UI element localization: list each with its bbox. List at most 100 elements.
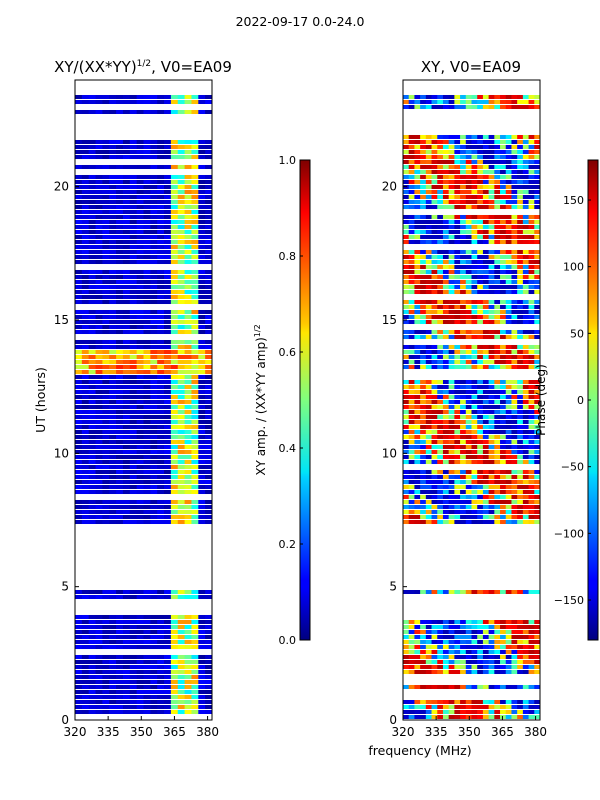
- heatmap-cell: [522, 260, 530, 264]
- heatmap-cell: [95, 405, 103, 409]
- heatmap-cell: [414, 280, 421, 284]
- heatmap-cell: [205, 285, 213, 289]
- heatmap-cell: [488, 390, 495, 394]
- heatmap-cell: [205, 310, 213, 314]
- heatmap-cell: [494, 430, 501, 434]
- heatmap-cell: [408, 485, 415, 489]
- heatmap-cell: [75, 225, 83, 229]
- heatmap-cell: [482, 665, 490, 669]
- heatmap-cell: [116, 435, 124, 439]
- heatmap-cell: [408, 165, 415, 169]
- heatmap-cell: [81, 680, 90, 684]
- heatmap-cell: [505, 655, 512, 659]
- heatmap-cell: [431, 165, 438, 169]
- heatmap-cell: [157, 215, 165, 219]
- heatmap-cell: [81, 315, 90, 319]
- heatmap-cell: [494, 345, 501, 349]
- heatmap-cell: [143, 505, 151, 509]
- heatmap-cell: [431, 715, 438, 719]
- heatmap-cell: [191, 685, 199, 689]
- heatmap-cell: [191, 200, 199, 204]
- heatmap-cell: [198, 180, 206, 184]
- heatmap-cell: [408, 250, 415, 254]
- heatmap-cell: [465, 420, 472, 424]
- heatmap-cell: [488, 250, 495, 254]
- heatmap-cell: [500, 470, 507, 474]
- heatmap-cell: [500, 270, 507, 274]
- heatmap-cell: [425, 625, 433, 629]
- heatmap-cell: [488, 685, 495, 689]
- heatmap-cell: [517, 195, 524, 199]
- colorbar1-gradient[interactable]: [299, 159, 311, 641]
- heatmap-cell: [81, 165, 90, 169]
- heatmap-cell: [205, 615, 213, 619]
- heatmap-cell: [122, 360, 131, 364]
- heatmap-cell: [143, 395, 151, 399]
- heatmap-cell: [88, 435, 97, 439]
- heatmap-cell: [122, 475, 131, 479]
- heatmap-cell: [420, 650, 427, 654]
- heatmap-cell: [488, 235, 495, 239]
- heatmap-cell: [454, 390, 461, 394]
- heatmap-cell: [500, 705, 507, 709]
- heatmap-cell: [454, 300, 461, 304]
- heatmap-cell: [198, 460, 206, 464]
- heatmap-cell: [482, 445, 490, 449]
- heatmap-cell: [136, 695, 144, 699]
- heatmap-cell: [122, 415, 131, 419]
- heatmap-cell: [465, 710, 472, 714]
- heatmap-cell: [460, 200, 467, 204]
- heatmap-cell: [425, 315, 433, 319]
- heatmap-cell: [122, 460, 131, 464]
- heatmap-cell: [129, 365, 138, 369]
- heatmap-cell: [198, 700, 206, 704]
- heatmap-cell: [184, 260, 192, 264]
- heatmap-cell: [408, 655, 415, 659]
- heatmap-cell: [143, 500, 151, 504]
- heatmap-cell: [205, 640, 213, 644]
- heatmap-cell: [143, 445, 151, 449]
- heatmap-cell: [522, 400, 530, 404]
- heatmap-cell: [414, 705, 421, 709]
- heatmap-cell: [81, 425, 90, 429]
- heatmap-cell: [448, 335, 455, 339]
- heatmap-cell: [75, 290, 83, 294]
- heatmap-cell: [184, 250, 192, 254]
- heatmap-cell: [157, 660, 165, 664]
- heatmap-cell: [448, 315, 455, 319]
- heatmap-cell: [454, 405, 461, 409]
- heatmap-cell: [528, 330, 535, 334]
- heatmap-cell: [150, 250, 158, 254]
- heatmap-cell: [129, 140, 138, 144]
- heatmap-cell: [403, 165, 410, 169]
- heatmap-cell: [471, 190, 478, 194]
- heatmap-cell: [129, 325, 138, 329]
- heatmap-cell: [129, 470, 138, 474]
- heatmap-cell: [157, 475, 165, 479]
- heatmap-cell: [157, 95, 165, 99]
- heatmap-cell: [109, 315, 117, 319]
- heatmap-cell: [442, 200, 450, 204]
- heatmap-cell: [164, 400, 172, 404]
- heatmap-cell: [109, 240, 117, 244]
- heatmap-cell: [170, 210, 179, 214]
- heatmap-cell: [88, 690, 97, 694]
- heatmap-cell: [150, 445, 158, 449]
- heatmap-cell: [465, 655, 472, 659]
- heatmap-cell: [143, 345, 151, 349]
- heatmap-cell: [420, 435, 427, 439]
- heatmap-cell: [191, 175, 199, 179]
- heatmap-cell: [425, 455, 433, 459]
- heatmap-cell: [136, 290, 144, 294]
- heatmap-cell: [465, 250, 472, 254]
- heatmap-cell: [517, 265, 524, 269]
- heatmap-cell: [403, 425, 410, 429]
- heatmap-cell: [157, 320, 165, 324]
- heatmap-cell: [448, 685, 455, 689]
- heatmap-cell: [198, 230, 206, 234]
- heatmap-cell: [408, 100, 415, 104]
- heatmap-cell: [425, 235, 433, 239]
- heatmap-cell: [460, 445, 467, 449]
- heatmap-cell: [442, 515, 450, 519]
- heatmap-cell: [177, 665, 186, 669]
